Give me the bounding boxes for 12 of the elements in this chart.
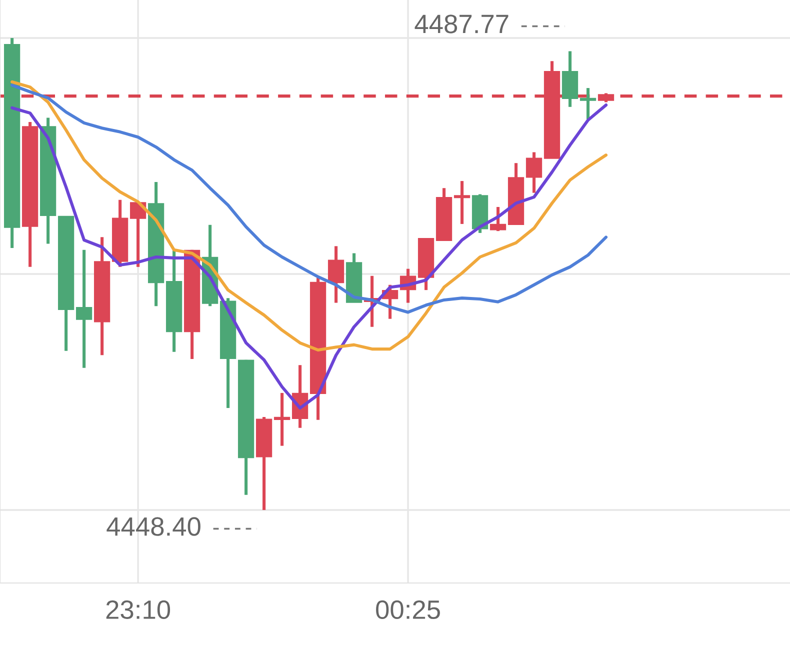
candlestick xyxy=(274,392,290,446)
candlestick xyxy=(490,206,506,232)
candlestick xyxy=(130,202,146,267)
candlestick xyxy=(526,152,542,193)
candlestick xyxy=(328,246,344,303)
candlestick xyxy=(454,181,470,224)
x-tick-label: 23:10 xyxy=(106,600,170,620)
text: 4448.40 xyxy=(106,517,200,536)
x-tick-label: 00:25 xyxy=(376,600,440,620)
candlestick xyxy=(76,250,92,368)
text: 4487.77 xyxy=(414,14,508,34)
candlestick xyxy=(580,88,596,120)
